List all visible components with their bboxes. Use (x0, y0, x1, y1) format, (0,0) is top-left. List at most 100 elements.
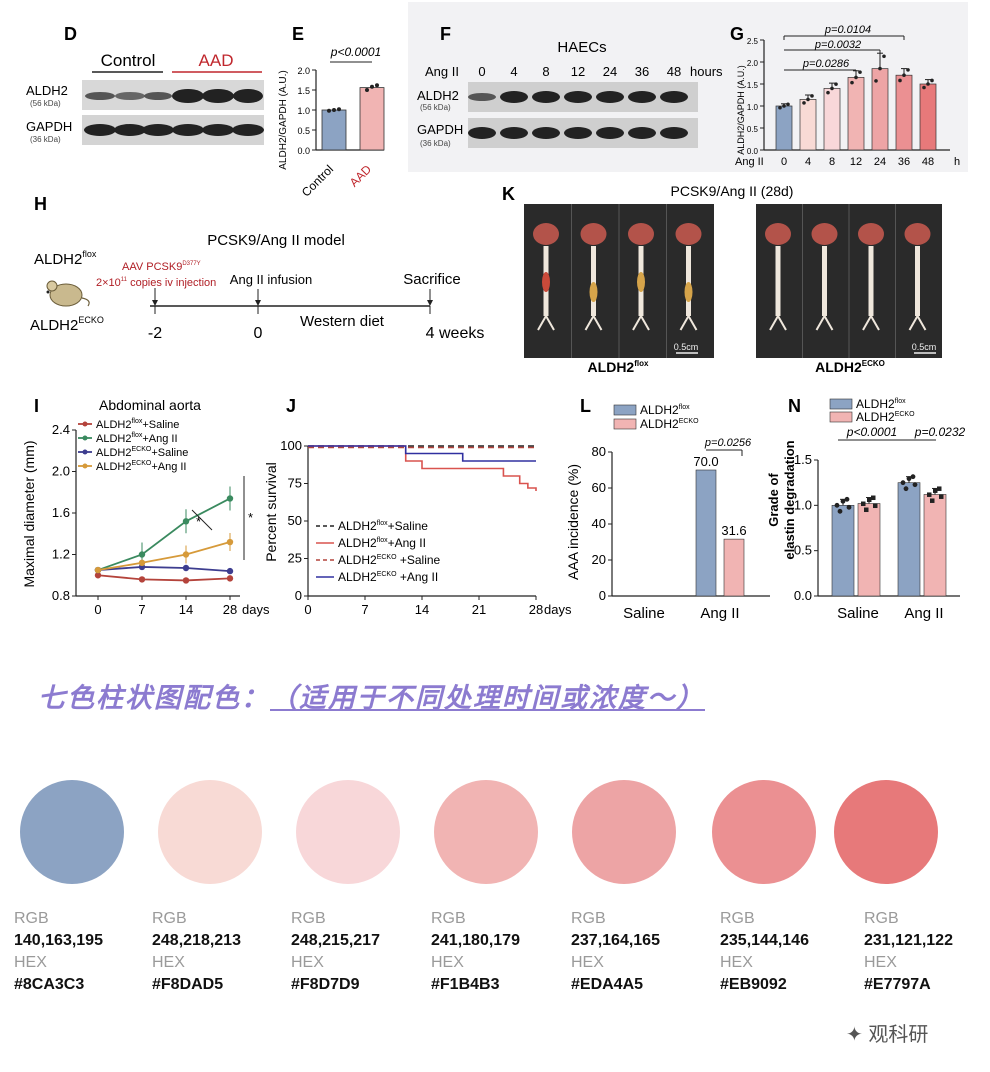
rgb-label: RGB (720, 910, 755, 927)
band-size-aldh2-f: (56 kDa) (420, 103, 451, 112)
legend-swatch (613, 404, 637, 416)
swatch-circle (434, 780, 538, 884)
legend-entry-0: ALDH2flox+Saline (96, 418, 179, 431)
y-tick-label: 0.0 (297, 146, 310, 156)
sig-star-i-1: * (248, 510, 253, 525)
data-point (867, 497, 872, 503)
heart (580, 223, 607, 245)
watermark-text: 观科研 (868, 1024, 929, 1046)
legend-entry-1: ALDH2flox+Ang II (96, 432, 178, 445)
band (114, 124, 146, 136)
data-point (927, 492, 932, 497)
band (85, 92, 115, 100)
band-label-gapdh-f: GAPDH (417, 122, 463, 137)
panel-i-label: I (34, 396, 39, 416)
sig-star-i-2: * (196, 514, 201, 529)
tick-label-0: 0 (254, 325, 263, 342)
band (232, 124, 264, 136)
panel-l: L 0 20 40 60 80 Saline Ang II 70.0 31.6 ALDH2fl… (565, 396, 770, 622)
lines-i (94, 486, 234, 584)
model-title: PCSK9/Ang II model (207, 232, 345, 249)
y-tick-label: 100 (280, 438, 302, 453)
legend-j: ALDH2flox+Saline ALDH2flox+Ang II ALDH2ECK… (316, 519, 441, 584)
data-point (182, 564, 190, 572)
photo-group-ecko: ALDH2ECKO (815, 359, 885, 375)
time-label-24: 24 (603, 64, 617, 79)
rgb-value: 248,215,217 (291, 932, 380, 949)
mouse-ecko-label: ALDH2ECKO (30, 315, 104, 334)
injection-label: 2×1011 copies iv injection (96, 277, 216, 289)
series-line-0 (97, 574, 231, 582)
time-label-4: 4 (510, 64, 517, 79)
y-tick-label: 1.6 (52, 505, 70, 520)
data-point (802, 101, 806, 105)
rgb-value: 231,121,122 (864, 932, 953, 949)
aneurysm (589, 282, 598, 302)
band (233, 89, 263, 103)
swatch-label: RGB 248,218,213 HEX #F8DAD5 (152, 908, 241, 996)
heart (675, 223, 702, 245)
legend-entry-0: ALDH2flox (856, 397, 906, 411)
palette-title-sub: （适用于不同处理时间或浓度～） (270, 683, 705, 714)
xtick-36: 36 (898, 156, 910, 168)
time-labels: 0 4 8 12 24 36 48 (478, 64, 681, 79)
bars-e (321, 83, 385, 151)
data-point (937, 486, 942, 491)
aorta (822, 246, 827, 316)
band (172, 124, 204, 136)
bars-g: 0 4 8 12 24 36 48 (775, 52, 937, 168)
band (532, 127, 560, 139)
band (115, 92, 145, 100)
time-label-36: 36 (635, 64, 649, 79)
swatch-label: RGB 235,144,146 HEX #EB9092 (720, 908, 809, 996)
xunit-g: h (954, 156, 960, 168)
rgb-label: RGB (14, 910, 49, 927)
panel-d-label: D (64, 24, 77, 44)
legend-entry-1: ALDH2ECKO (856, 410, 915, 424)
bars-n (831, 474, 947, 597)
band (500, 127, 528, 139)
pvalue-g-1: p=0.0104 (824, 24, 871, 36)
heart (811, 223, 838, 245)
panel-d: D Control AAD ALDH2 (56 kDa) GAPDH (36 k… (26, 24, 264, 145)
data-point (854, 75, 858, 80)
sig-bracket-i-inner (191, 509, 213, 531)
rgb-value: 241,180,179 (431, 932, 520, 949)
data-point (830, 86, 834, 91)
y-tick-label: 0.5 (794, 543, 812, 558)
data-point (138, 576, 146, 583)
data-point (878, 66, 882, 71)
hex-value: #F8D7D9 (291, 976, 360, 993)
bar-0h (775, 105, 793, 151)
band (142, 124, 174, 136)
data-point (94, 572, 102, 579)
palette-title-main: 七色柱状图配色： (38, 683, 270, 714)
data-point (930, 78, 934, 83)
data-point (365, 88, 369, 92)
group-label-control: Control (101, 51, 156, 70)
band (532, 91, 560, 103)
cell-type-title: HAECs (557, 39, 606, 56)
lines-j (308, 445, 537, 491)
y-tick-label: 1.0 (794, 497, 812, 512)
sacrifice-label: Sacrifice (403, 271, 461, 288)
series-line-2 (97, 566, 231, 572)
data-point (375, 83, 379, 88)
group-label-aad: AAD (199, 51, 234, 70)
y-tick-label: 0 (295, 588, 302, 603)
swatch-circle (712, 780, 816, 884)
panel-h: H PCSK9/Ang II model ALDH2flox AAV PCSK9… (30, 194, 484, 342)
xtick-48: 48 (922, 156, 934, 168)
data-point (846, 504, 852, 510)
hex-value: #F1B4B3 (431, 976, 500, 993)
watermark: ✦ 观科研 (846, 1024, 929, 1046)
x-tick-label: 14 (179, 602, 193, 617)
band (596, 127, 624, 139)
legend-marker (82, 449, 88, 455)
y-tick-label: 0.0 (747, 147, 759, 156)
photo-title: PCSK9/Ang II (28d) (671, 183, 794, 199)
hex-value: #EDA4A5 (571, 976, 644, 993)
xtick-saline: Saline (837, 605, 879, 622)
band (564, 127, 592, 139)
